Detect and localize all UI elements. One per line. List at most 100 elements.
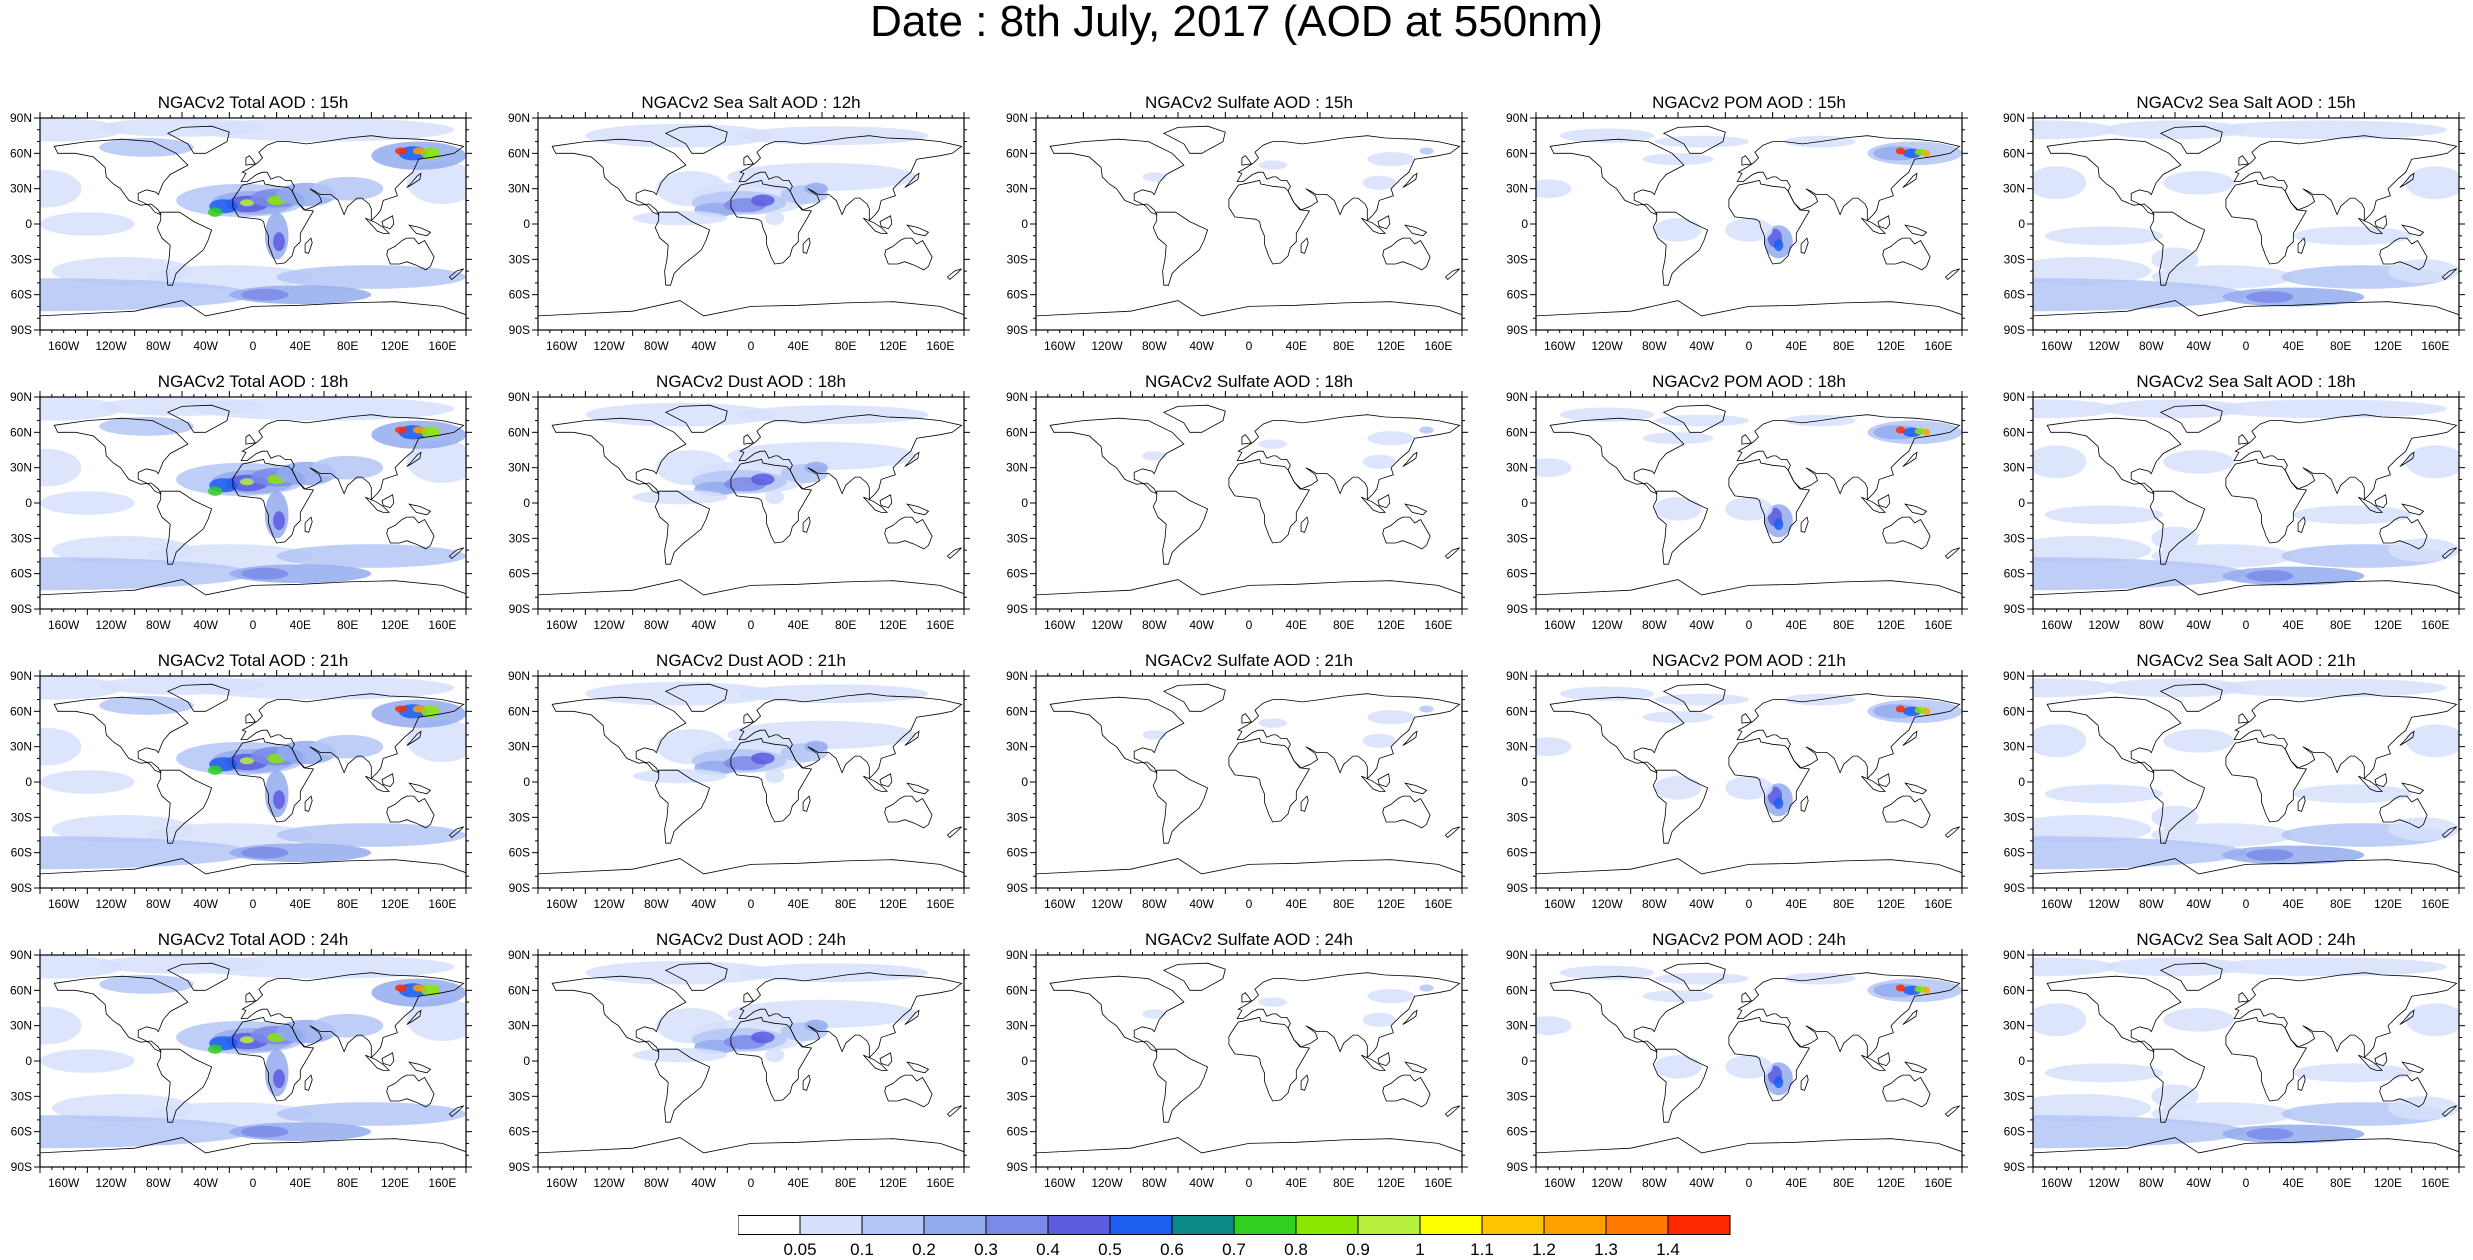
lon-tick-label: 80E — [337, 1176, 358, 1189]
lat-tick-label: 30N — [2003, 182, 2025, 196]
coastline — [1444, 1105, 1460, 1117]
coastline — [2238, 992, 2250, 1003]
coastline — [1036, 579, 1462, 609]
panel-title: NGACv2 Sulfate AOD : 18h — [1145, 372, 1353, 391]
coastline — [156, 490, 213, 565]
colorbar-label: 1.4 — [1656, 1240, 1680, 1257]
aod-field — [1895, 984, 1906, 992]
map-background — [1036, 397, 1462, 609]
lon-tick-label: 160E — [1924, 618, 1952, 631]
lat-tick-label: 30S — [2004, 252, 2025, 266]
coastline — [1877, 494, 1891, 509]
lat-tick-label: 0 — [523, 496, 530, 510]
lat-tick-label: 60N — [10, 704, 32, 718]
coastline — [406, 451, 422, 467]
coastline — [1402, 451, 1418, 467]
panel-title: NGACv2 Dust AOD : 21h — [656, 651, 846, 670]
aod-field — [1142, 730, 1167, 740]
lon-tick-label: 40E — [1286, 897, 1307, 910]
coastline — [2401, 224, 2425, 237]
coastline — [304, 516, 313, 533]
coastline — [2149, 490, 2206, 565]
lon-tick-label: 80E — [1333, 339, 1354, 352]
lon-tick-label: 80W — [2139, 339, 2164, 352]
coastline — [245, 992, 257, 1003]
lat-tick-label: 90N — [508, 390, 530, 404]
coastline — [2225, 1016, 2308, 1102]
coastline — [1300, 795, 1309, 812]
coastline — [365, 217, 391, 234]
map-panel: NGACv2 Sea Salt AOD : 21h 90N 60N 30N 0 30S 60… — [1995, 650, 2473, 910]
lat-tick-label: 30S — [2004, 531, 2025, 545]
lat-tick-label: 90S — [1007, 323, 1028, 337]
lon-tick-label: 120E — [879, 339, 907, 352]
aod-field — [40, 727, 82, 766]
coastline — [1036, 300, 1462, 330]
coastline — [946, 826, 962, 838]
aod-field — [2033, 557, 2246, 591]
coastline — [2033, 300, 2459, 330]
coastline — [2441, 1105, 2457, 1117]
lat-tick-label: 90N — [508, 669, 530, 683]
lon-tick-label: 80E — [1333, 618, 1354, 631]
aod-field — [1773, 239, 1784, 252]
lat-tick-label: 30S — [11, 252, 32, 266]
aod-field — [2044, 505, 2164, 525]
lon-tick-label: 80W — [2139, 618, 2164, 631]
coastline — [40, 1137, 466, 1167]
lat-tick-label: 0 — [2018, 217, 2025, 231]
lat-tick-label: 30S — [509, 531, 530, 545]
map-panel: NGACv2 Sulfate AOD : 24h 90N 60N 30N 0 30S 60S… — [998, 929, 1498, 1189]
lon-tick-label: 80W — [146, 1176, 171, 1189]
aod-field — [240, 1036, 255, 1044]
aod-field — [312, 176, 384, 201]
lat-tick-label: 90S — [2004, 323, 2025, 337]
coastline — [156, 769, 213, 844]
lon-tick-label: 160E — [1424, 339, 1452, 352]
coastline — [1728, 737, 1811, 823]
colorbar-label: 0.2 — [912, 1240, 936, 1257]
lon-tick-label: 120W — [1091, 339, 1123, 352]
aod-field — [739, 684, 929, 704]
colorbar-label: 0.5 — [1098, 1240, 1122, 1257]
colorbar-swatch — [1171, 1215, 1235, 1235]
coastline — [2358, 775, 2384, 792]
coastline — [2225, 737, 2308, 823]
coastline — [2358, 217, 2384, 234]
lat-tick-label: 30N — [1006, 740, 1028, 754]
coastline — [1741, 155, 1753, 166]
colorbar-label: 0.6 — [1160, 1240, 1184, 1257]
lat-tick-label: 0 — [1521, 1054, 1528, 1068]
lon-tick-label: 160E — [1424, 1176, 1452, 1189]
panel-title: NGACv2 Dust AOD : 24h — [656, 930, 846, 949]
lat-tick-label: 90N — [1006, 390, 1028, 404]
coastline — [1152, 1048, 1209, 1123]
aod-field — [99, 696, 194, 715]
coastline — [2441, 826, 2457, 838]
coastline — [386, 516, 435, 550]
coastline — [802, 1074, 811, 1091]
coastline — [1741, 992, 1753, 1003]
lon-tick-label: 80E — [835, 1176, 856, 1189]
coastline — [40, 579, 466, 609]
aod-field — [632, 769, 728, 784]
coastline — [863, 1054, 889, 1071]
aod-field — [1559, 128, 1655, 143]
lon-tick-label: 80W — [1642, 339, 1667, 352]
aod-field — [2033, 120, 2116, 140]
coastline — [743, 713, 755, 724]
aod-field — [2044, 1063, 2164, 1083]
lon-tick-label: 120W — [1591, 618, 1623, 631]
aod-field — [395, 705, 407, 713]
lon-tick-label: 40W — [2186, 618, 2211, 631]
aod-field — [208, 207, 223, 217]
aod-field — [421, 705, 440, 718]
aod-field — [1419, 426, 1434, 434]
coastline — [2399, 451, 2415, 467]
lat-tick-label: 90N — [10, 948, 32, 962]
lon-tick-label: 80W — [1142, 618, 1167, 631]
coastline — [448, 268, 464, 280]
map-background — [1036, 118, 1462, 330]
lon-tick-label: 120W — [2088, 1176, 2120, 1189]
map-panel: NGACv2 Sea Salt AOD : 15h 90N 60N 30N 0 30S 60… — [1995, 92, 2473, 352]
